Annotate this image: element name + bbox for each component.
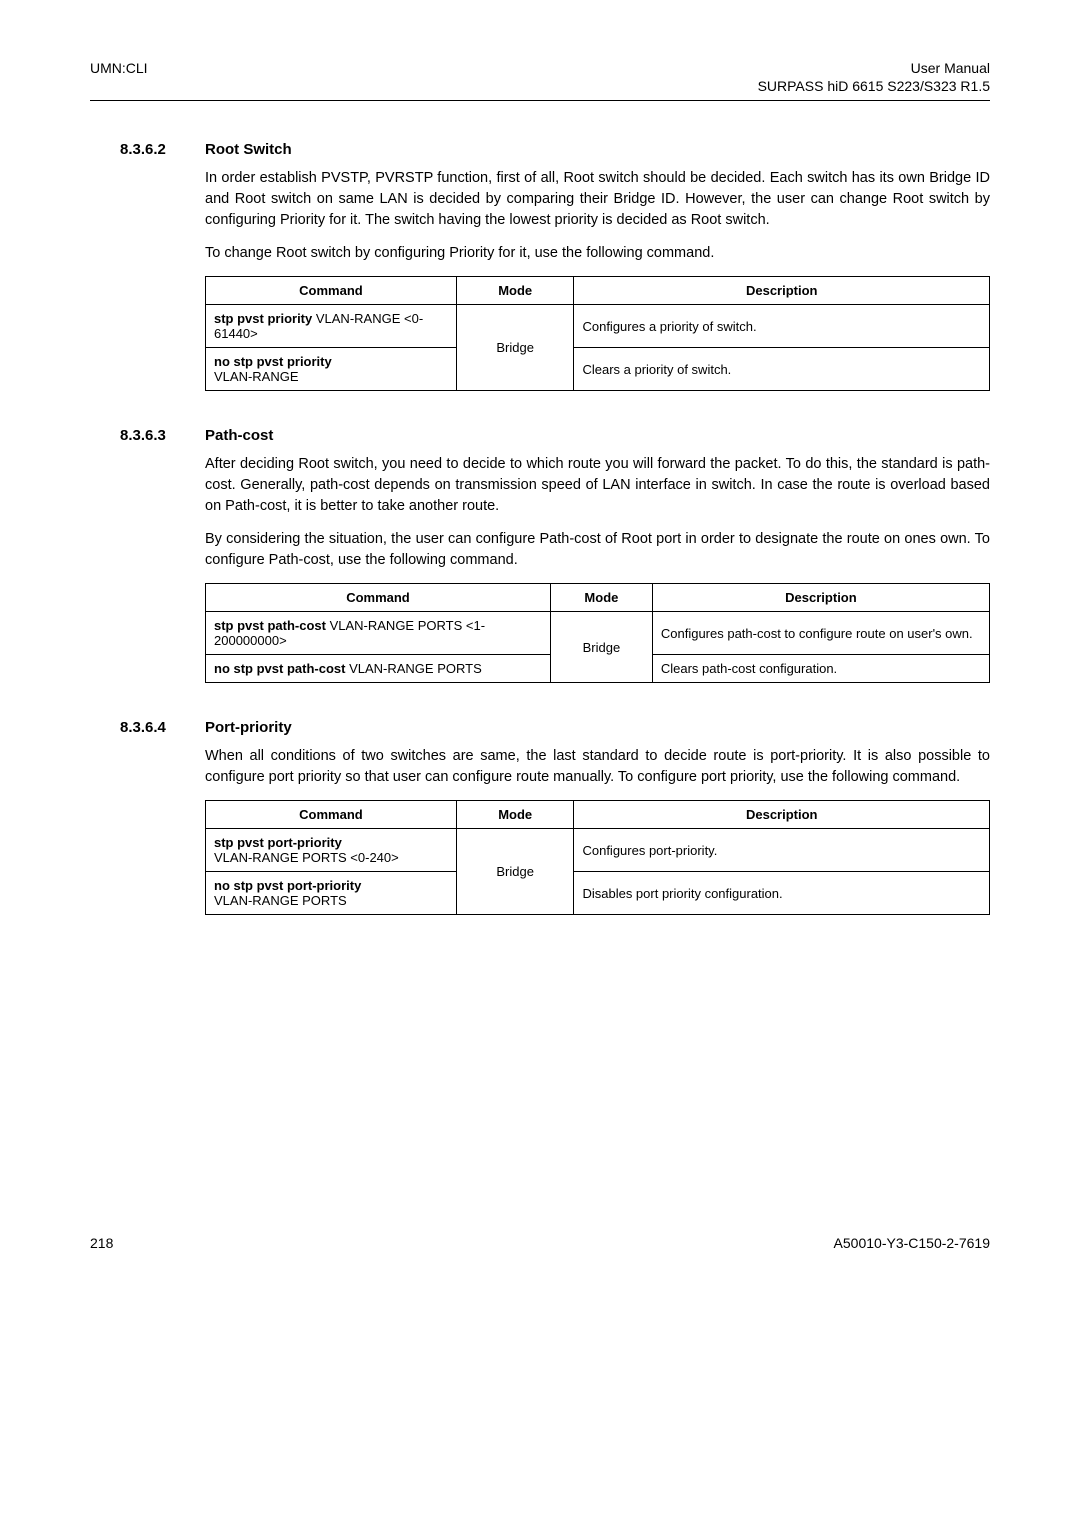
header-right-top: User Manual [911, 60, 990, 76]
table-cell: stp pvst port-priorityVLAN-RANGE PORTS <… [206, 829, 457, 872]
section-number: 8.3.6.3 [90, 427, 205, 444]
section-title: Port-priority [205, 719, 292, 736]
table-header: Description [652, 584, 989, 612]
table-header: Command [206, 277, 457, 305]
table-cell: no stp pvst priorityVLAN-RANGE [206, 348, 457, 391]
paragraph: In order establish PVSTP, PVRSTP functio… [205, 168, 990, 231]
command-table: Command Mode Description stp pvst path-c… [205, 583, 990, 683]
command-table: Command Mode Description stp pvst port-p… [205, 800, 990, 915]
table-cell: no stp pvst path-cost VLAN-RANGE PORTS [206, 655, 551, 683]
paragraph: To change Root switch by configuring Pri… [205, 243, 990, 264]
header-rule [90, 100, 990, 101]
section-number: 8.3.6.4 [90, 719, 205, 736]
command-table: Command Mode Description stp pvst priori… [205, 276, 990, 391]
table-cell: Bridge [456, 305, 574, 391]
footer-doc-id: A50010-Y3-C150-2-7619 [834, 1235, 990, 1251]
table-header: Mode [456, 801, 574, 829]
table-header: Description [574, 801, 990, 829]
section-root-switch: 8.3.6.2 Root Switch In order establish P… [90, 141, 990, 391]
table-cell: no stp pvst port-priorityVLAN-RANGE PORT… [206, 872, 457, 915]
section-title: Path-cost [205, 427, 273, 444]
section-path-cost: 8.3.6.3 Path-cost After deciding Root sw… [90, 427, 990, 683]
table-cell: Bridge [456, 829, 574, 915]
table-header: Mode [456, 277, 574, 305]
section-number: 8.3.6.2 [90, 141, 205, 158]
table-cell: Bridge [550, 612, 652, 683]
table-header: Mode [550, 584, 652, 612]
section-port-priority: 8.3.6.4 Port-priority When all condition… [90, 719, 990, 915]
table-header: Command [206, 801, 457, 829]
table-cell: Clears path-cost configuration. [652, 655, 989, 683]
paragraph: By considering the situation, the user c… [205, 529, 990, 571]
table-cell: Disables port priority configuration. [574, 872, 990, 915]
paragraph: After deciding Root switch, you need to … [205, 454, 990, 517]
table-cell: Clears a priority of switch. [574, 348, 990, 391]
table-header: Description [574, 277, 990, 305]
table-cell: Configures path-cost to configure route … [652, 612, 989, 655]
footer-page-number: 218 [90, 1235, 113, 1251]
header-left: UMN:CLI [90, 60, 148, 76]
header-right-sub: SURPASS hiD 6615 S223/S323 R1.5 [90, 78, 990, 100]
table-cell: stp pvst priority VLAN-RANGE <0-61440> [206, 305, 457, 348]
table-cell: Configures port-priority. [574, 829, 990, 872]
paragraph: When all conditions of two switches are … [205, 746, 990, 788]
table-header: Command [206, 584, 551, 612]
table-cell: stp pvst path-cost VLAN-RANGE PORTS <1-2… [206, 612, 551, 655]
section-title: Root Switch [205, 141, 292, 158]
table-cell: Configures a priority of switch. [574, 305, 990, 348]
